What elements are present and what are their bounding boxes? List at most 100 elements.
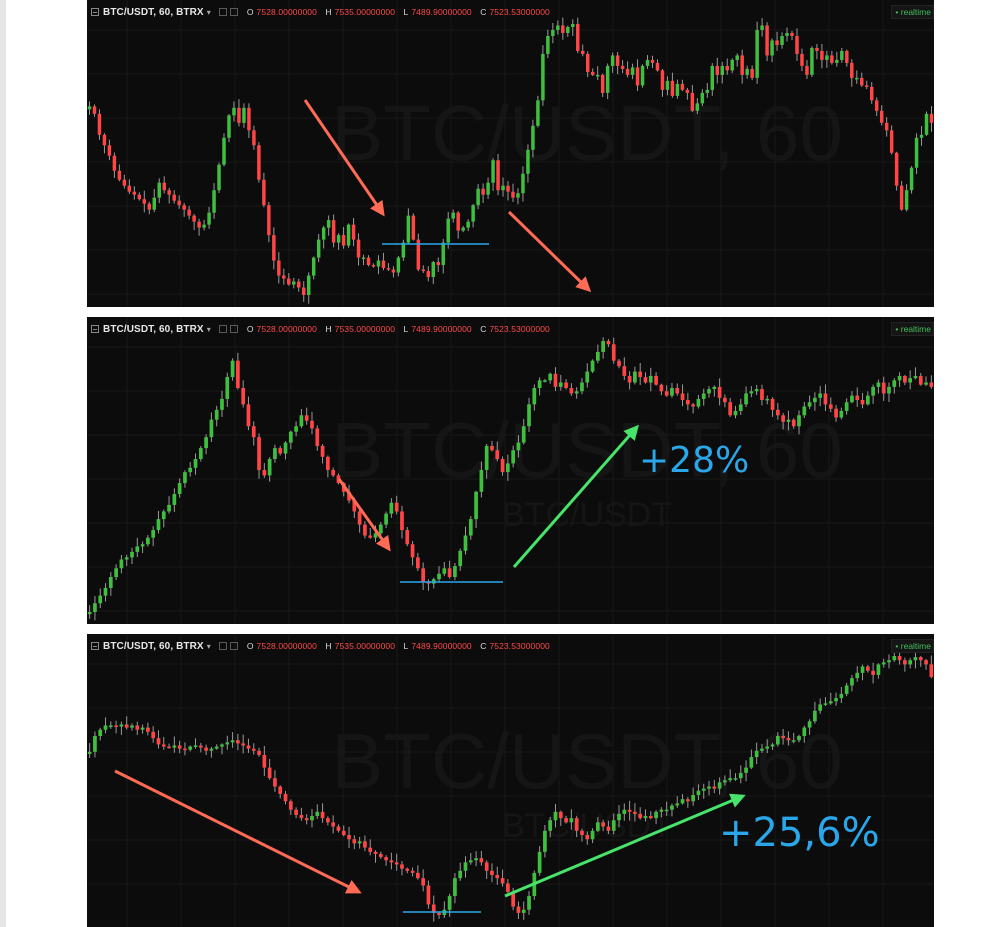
eye-icon[interactable] bbox=[229, 325, 238, 333]
candle bbox=[740, 49, 744, 84]
candle bbox=[795, 28, 799, 61]
candle bbox=[815, 43, 819, 60]
candle bbox=[585, 831, 590, 845]
candle-body bbox=[914, 137, 919, 168]
candle-body bbox=[800, 53, 804, 66]
candle-body bbox=[918, 657, 923, 661]
candle-body bbox=[98, 729, 103, 737]
chart-plot-2[interactable] bbox=[87, 317, 934, 624]
candle-body bbox=[574, 391, 579, 394]
settings-icon[interactable] bbox=[218, 642, 227, 650]
realtime-badge[interactable]: • realtime bbox=[891, 639, 934, 653]
candle-body bbox=[785, 32, 789, 36]
candle bbox=[384, 855, 388, 866]
collapse-icon[interactable] bbox=[91, 8, 99, 16]
candle-body bbox=[471, 205, 475, 222]
candle bbox=[222, 133, 226, 167]
candle bbox=[744, 760, 748, 782]
candle bbox=[209, 412, 214, 443]
candle-body bbox=[262, 754, 267, 768]
candle-body bbox=[749, 757, 754, 768]
candle bbox=[710, 63, 715, 96]
candle-body bbox=[405, 868, 410, 871]
candle-body bbox=[537, 851, 542, 873]
chevron-down-icon[interactable]: ▾ bbox=[206, 641, 211, 651]
candle bbox=[511, 183, 515, 203]
candle-body bbox=[87, 751, 92, 754]
collapse-icon[interactable] bbox=[91, 642, 99, 650]
candle-body bbox=[112, 155, 117, 171]
candle bbox=[834, 692, 838, 706]
candle-body bbox=[728, 778, 733, 781]
candle bbox=[802, 401, 807, 419]
candle-body bbox=[193, 745, 198, 747]
eye-icon[interactable] bbox=[229, 8, 238, 16]
candle-body bbox=[204, 747, 208, 751]
candle-body bbox=[899, 185, 904, 210]
collapse-icon[interactable] bbox=[91, 325, 99, 333]
chevron-down-icon[interactable]: ▾ bbox=[206, 324, 211, 334]
symbol-label[interactable]: BTC/USDT, 60, BTRX bbox=[103, 323, 204, 335]
candle bbox=[394, 495, 399, 515]
candle-body bbox=[251, 748, 256, 751]
candle-body bbox=[786, 419, 791, 422]
candle-body bbox=[447, 896, 452, 910]
candle-body bbox=[691, 794, 695, 802]
chart-panel-3[interactable]: BTC/USDT, 60 BTC/USDT +25,6% BTC/USDT, 6… bbox=[87, 634, 934, 927]
candle-body bbox=[207, 212, 211, 225]
candle-body bbox=[237, 107, 241, 123]
candle-body bbox=[326, 220, 331, 228]
candle bbox=[177, 740, 182, 754]
candle-body bbox=[627, 375, 632, 383]
candle-body bbox=[516, 193, 520, 198]
candle bbox=[198, 742, 203, 753]
candle bbox=[183, 470, 187, 488]
candle-body bbox=[590, 71, 595, 75]
candle bbox=[117, 164, 122, 182]
candle-body bbox=[187, 209, 191, 216]
candle-body bbox=[633, 811, 637, 814]
candle bbox=[251, 743, 256, 755]
candle bbox=[553, 804, 558, 828]
chart-panel-2[interactable]: BTC/USDT, 60 BTC/USDT +28% BTC/USDT, 60,… bbox=[87, 317, 934, 624]
candle-body bbox=[924, 660, 928, 665]
candle-body bbox=[177, 200, 181, 206]
chart-panel-1[interactable]: BTC/USDT, 60 BTC/USDT, 60, BTRX ▾ O7528.… bbox=[87, 0, 934, 307]
candle-body bbox=[361, 257, 366, 260]
candle-body bbox=[373, 851, 378, 854]
chart-plot-1[interactable] bbox=[87, 0, 934, 307]
candle bbox=[326, 455, 330, 478]
candle-body bbox=[193, 459, 198, 468]
symbol-label[interactable]: BTC/USDT, 60, BTRX bbox=[103, 640, 204, 652]
candle bbox=[283, 441, 288, 460]
candle bbox=[834, 405, 838, 422]
settings-icon[interactable] bbox=[218, 325, 227, 333]
candle-body bbox=[453, 566, 457, 578]
candle-body bbox=[306, 275, 311, 295]
candle bbox=[664, 801, 669, 816]
candle bbox=[446, 211, 450, 249]
candle bbox=[130, 723, 134, 731]
eye-icon[interactable] bbox=[229, 642, 238, 650]
realtime-badge[interactable]: • realtime bbox=[891, 5, 934, 19]
symbol-label[interactable]: BTC/USDT, 60, BTRX bbox=[103, 6, 204, 18]
candle bbox=[700, 89, 705, 107]
candle bbox=[855, 70, 859, 84]
candle-body bbox=[363, 841, 367, 848]
candle-body bbox=[227, 115, 231, 138]
chevron-down-icon[interactable]: ▾ bbox=[206, 7, 211, 17]
candle-body bbox=[103, 725, 108, 730]
realtime-badge[interactable]: • realtime bbox=[891, 322, 934, 336]
candle bbox=[904, 184, 909, 212]
candle-body bbox=[446, 218, 450, 243]
settings-icon[interactable] bbox=[218, 8, 227, 16]
candle-body bbox=[648, 375, 653, 383]
candle bbox=[458, 862, 463, 881]
chart-plot-3[interactable] bbox=[87, 634, 934, 927]
low-key: L bbox=[403, 7, 409, 17]
candle bbox=[701, 388, 706, 406]
candle-body bbox=[304, 818, 309, 821]
candle-body bbox=[691, 404, 695, 407]
candle bbox=[363, 835, 367, 852]
candle-body bbox=[835, 59, 839, 63]
